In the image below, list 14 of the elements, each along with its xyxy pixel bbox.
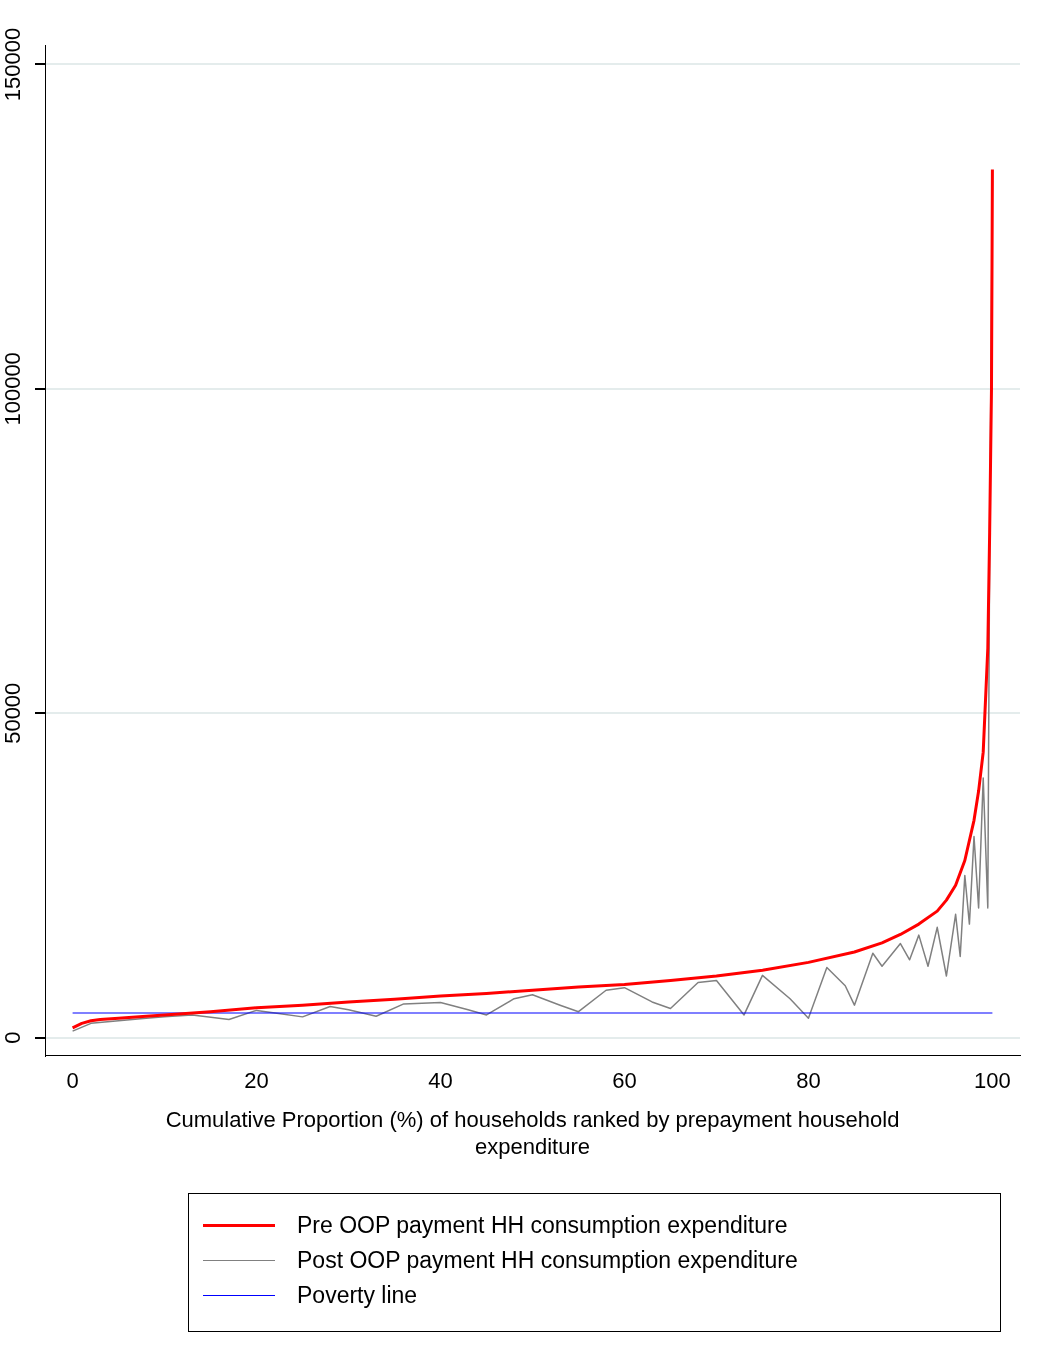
x-tick-label: 20 — [244, 1068, 269, 1094]
legend-label: Post OOP payment HH consumption expenditure — [297, 1247, 798, 1274]
y-tick-label: 100000 — [0, 352, 26, 426]
y-tick-label: 150000 — [0, 27, 26, 102]
x-tick-label: 100 — [974, 1068, 1011, 1094]
legend-label: Pre OOP payment HH consumption expenditure — [297, 1212, 788, 1239]
x-axis-title: Cumulative Proportion (%) of households ranked by prepayment household expenditure — [165, 1107, 900, 1159]
y-tick-label: 50000 — [0, 682, 26, 744]
legend-label: Poverty line — [297, 1282, 418, 1309]
x-tick-label: 0 — [66, 1068, 79, 1094]
x-tick-label: 40 — [428, 1068, 453, 1094]
x-tick-label: 80 — [796, 1068, 821, 1094]
y-tick-label: 0 — [0, 1031, 26, 1044]
x-tick-label: 60 — [612, 1068, 637, 1094]
